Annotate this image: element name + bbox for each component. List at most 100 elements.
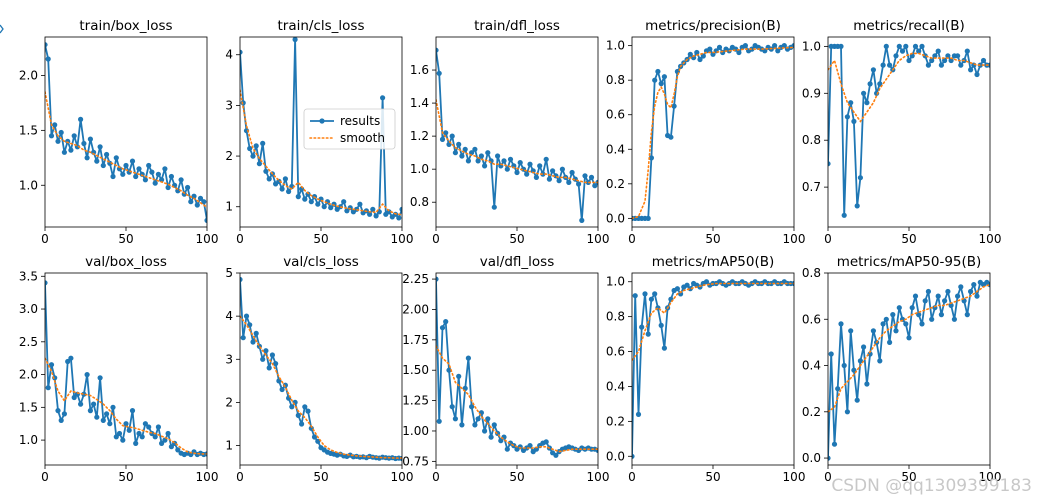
data-point [295,194,301,200]
data-point [45,385,51,391]
data-point [504,446,510,452]
data-point [142,177,148,183]
data-point [465,158,471,164]
data-point [658,322,664,328]
data-point [857,175,864,181]
data-point [919,43,925,50]
data-point [906,57,912,64]
y-tick-label: 2.0 [19,368,38,382]
series-smooth-line [436,345,598,453]
plot-frame [827,36,991,228]
y-tick-label: 0.6 [606,108,625,122]
data-point [165,430,171,437]
data-point [482,163,488,169]
data-point [844,114,851,120]
data-point [133,173,139,180]
plot-frame [239,272,403,466]
x-tick-label: 50 [901,470,916,484]
data-point [152,434,158,440]
data-point [579,217,585,223]
data-point [299,421,305,427]
data-point [139,434,145,440]
data-point [851,118,857,124]
plot-frame [44,272,208,466]
data-point [912,293,919,299]
data-point [478,153,484,159]
data-point [116,166,123,172]
plot-area [240,276,402,462]
y-tick-label: 2.00 [402,302,429,316]
y-tick-label: 1.0 [606,275,625,289]
data-point [883,43,889,50]
subplot-7: val/cls_loss 0 50 100 1 2 3 4 5 [225,254,413,484]
data-point [439,136,446,142]
plot-frame [239,36,403,228]
data-point [116,430,123,437]
plot-area [240,37,402,221]
data-point [504,166,510,172]
data-point [279,186,285,192]
x-tick-label: 50 [118,470,133,484]
x-tick-label: 100 [587,470,610,484]
subplot-title: metrics/recall(B) [853,18,965,34]
data-point [968,288,974,295]
data-point [527,161,533,167]
data-point [716,44,723,51]
y-tick-label: 1.0 [19,433,38,447]
data-point [449,404,455,410]
data-point [498,438,504,444]
data-point [524,171,530,177]
data-point [935,293,941,299]
data-point [240,335,246,341]
data-point [436,70,442,76]
data-point [841,212,847,218]
y-tick-label: 1 [225,200,233,214]
data-point [81,391,87,397]
data-point [668,134,674,140]
y-tick-label: 0.0 [606,449,625,463]
plot-frame [631,36,795,228]
x-tick-label: 100 [979,470,1002,484]
data-point [890,312,896,318]
y-tick-label: 1.4 [410,96,429,110]
series-smooth-line [240,89,402,216]
y-tick-label: 1.2 [410,129,429,143]
data-point [146,162,152,169]
data-point [592,183,598,189]
data-point [951,316,958,322]
plot-area [828,43,990,218]
data-point [302,404,308,410]
subplot-1: train/box_loss 0 50 100 1.0 1.5 2.0 [19,18,219,246]
data-point [289,404,295,410]
data-point [68,147,74,153]
data-point [687,51,693,57]
data-point [661,74,668,80]
data-point [58,129,64,136]
data-point [263,168,269,174]
data-point [311,434,318,440]
data-point [61,411,67,417]
data-point [945,53,951,59]
x-tick-label: 100 [587,232,610,246]
data-point [896,305,902,311]
data-point [197,195,204,201]
data-point [844,409,851,415]
y-tick-label: 2 [225,395,233,409]
subplot-title: val/box_loss [85,254,167,270]
data-point [273,361,279,367]
data-point [697,56,703,63]
data-point [877,358,883,364]
data-point [68,355,74,361]
y-tick-label: 0.6 [606,345,625,359]
data-point [880,62,886,68]
data-point [828,351,834,357]
data-point [980,57,987,64]
data-point [123,421,129,427]
data-point [191,193,197,199]
data-point [870,328,877,334]
x-tick-label: 100 [783,470,806,484]
legend-label-results: results [340,114,380,128]
data-point [443,130,449,136]
data-point [123,162,129,169]
data-point [700,53,706,59]
